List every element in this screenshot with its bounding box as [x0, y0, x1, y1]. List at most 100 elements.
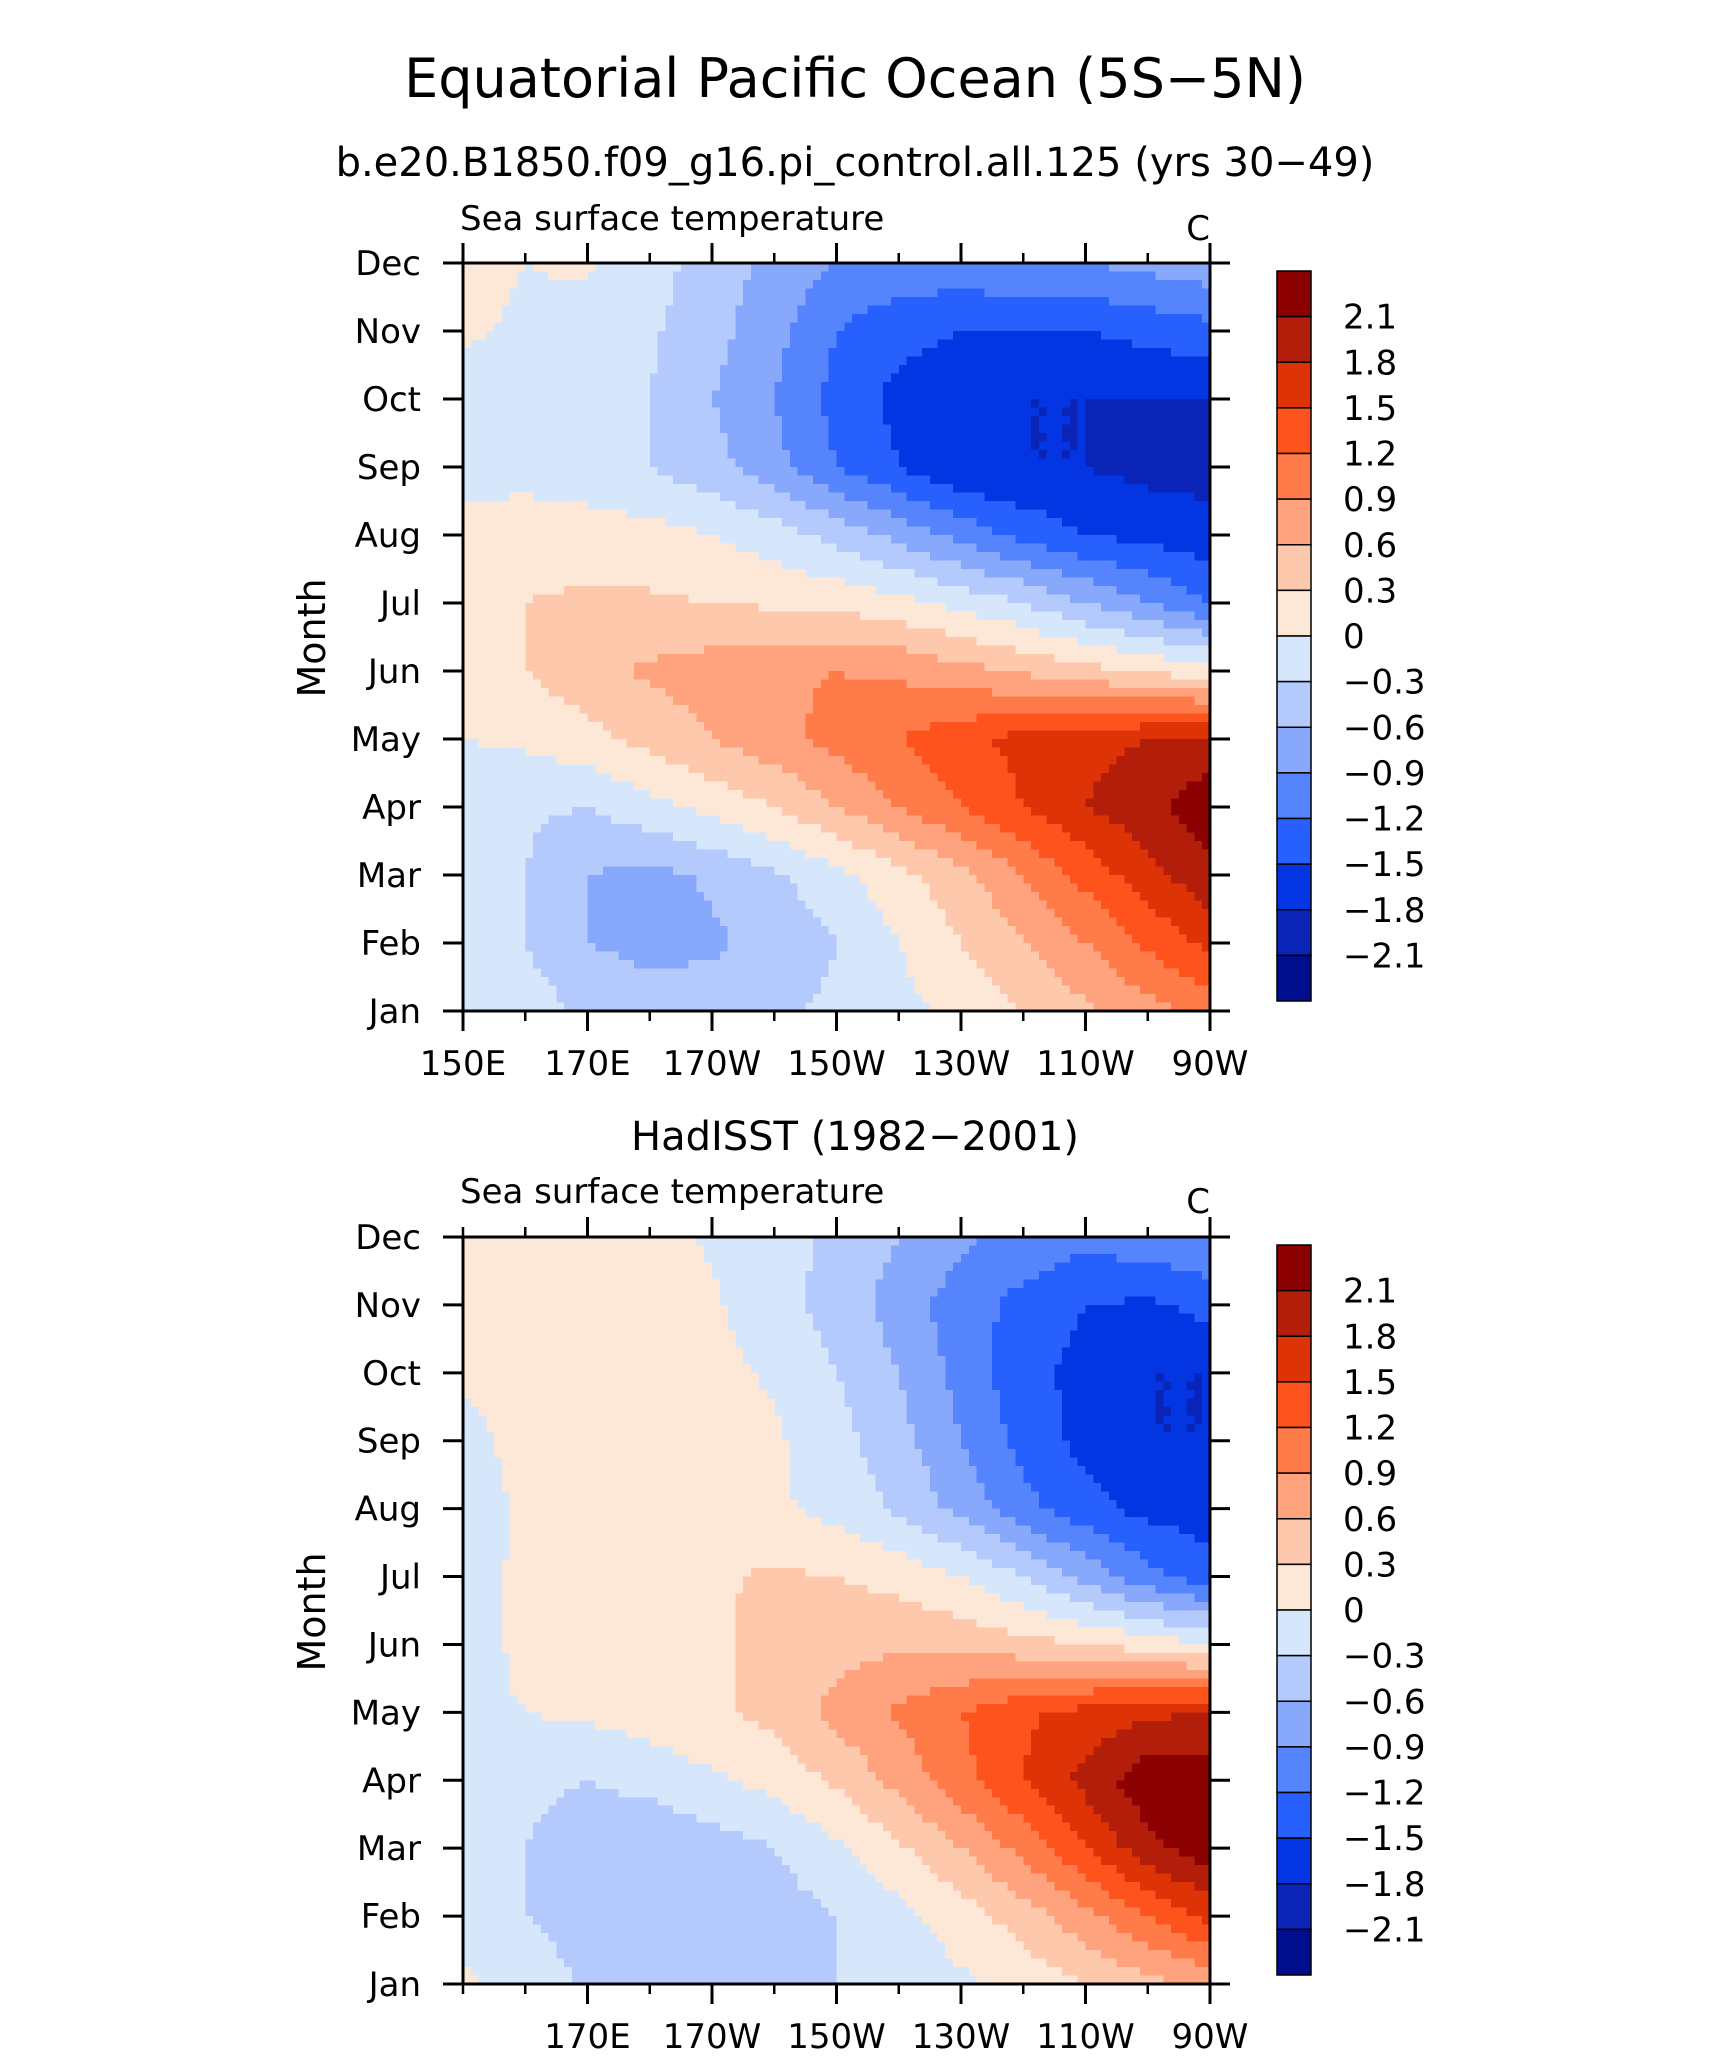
contour-cell [533, 382, 542, 392]
contour-cell [789, 322, 799, 332]
contour-cell [704, 450, 713, 460]
contour-cell [571, 382, 581, 392]
contour-cell [1171, 271, 1180, 281]
contour-cell [478, 552, 487, 562]
contour-cell [1171, 407, 1180, 417]
contour-cell [735, 407, 744, 417]
contour-cell [579, 475, 589, 485]
contour-cell [501, 450, 511, 460]
contour-cell [634, 679, 643, 689]
contour-cell [1046, 560, 1055, 570]
contour-cell [571, 586, 581, 596]
contour-cell [867, 322, 877, 332]
contour-cell [719, 365, 729, 375]
contour-cell [696, 492, 705, 502]
contour-cell [1007, 603, 1017, 613]
contour-cell [922, 569, 931, 579]
contour-cell [929, 509, 939, 519]
contour-cell [1108, 620, 1118, 630]
contour-cell [1202, 552, 1211, 562]
contour-cell [1023, 450, 1032, 460]
contour-cell [1093, 475, 1102, 485]
contour-cell [929, 322, 939, 332]
contour-cell [556, 475, 565, 485]
contour-cell [626, 586, 635, 596]
contour-cell [984, 637, 993, 647]
contour-cell [1007, 433, 1017, 443]
contour-cell [859, 492, 869, 502]
contour-cell [945, 526, 954, 536]
contour-cell [922, 603, 931, 613]
contour-cell [937, 314, 947, 324]
contour-cell [501, 263, 511, 273]
contour-cell [1046, 501, 1055, 511]
contour-cell [805, 263, 814, 273]
contour-cell [634, 586, 643, 596]
contour-cell [618, 501, 628, 511]
contour-cell [540, 628, 550, 638]
contour-cell [1139, 586, 1149, 596]
contour-cell [548, 271, 557, 281]
contour-cell [649, 645, 659, 655]
contour-cell [478, 679, 487, 689]
contour-cell [813, 271, 822, 281]
contour-cell [463, 263, 472, 273]
contour-cell [805, 569, 814, 579]
contour-cell [688, 696, 698, 706]
contour-cell [1132, 543, 1141, 553]
contour-cell [1194, 560, 1203, 570]
contour-cell [1116, 288, 1126, 298]
contour-cell [571, 637, 581, 647]
contour-cell [758, 518, 768, 528]
contour-cell [657, 322, 666, 332]
contour-cell [688, 314, 698, 324]
contour-cell [758, 492, 768, 502]
contour-cell [929, 407, 939, 417]
contour-cell [712, 450, 721, 460]
contour-cell [486, 339, 495, 349]
contour-cell [922, 688, 931, 698]
contour-cell [486, 603, 495, 613]
contour-cell [735, 382, 744, 392]
contour-cell [478, 560, 487, 570]
contour-cell [1085, 458, 1094, 468]
contour-cell [836, 560, 845, 570]
contour-cell [929, 662, 939, 672]
contour-cell [463, 322, 472, 332]
contour-cell [1186, 373, 1196, 383]
contour-cell [867, 305, 877, 315]
contour-cell [657, 628, 666, 638]
contour-cell [898, 535, 908, 545]
contour-cell [540, 484, 550, 494]
contour-cell [727, 526, 736, 536]
contour-cell [1069, 484, 1079, 494]
contour-cell [1202, 586, 1211, 596]
contour-cell [1093, 322, 1102, 332]
contour-cell [665, 467, 674, 477]
contour-cell [618, 518, 628, 528]
contour-cell [712, 594, 721, 604]
contour-cell [999, 603, 1009, 613]
contour-cell [859, 280, 869, 290]
contour-cell [859, 297, 869, 307]
contour-cell [961, 603, 970, 613]
contour-cell [696, 339, 705, 349]
contour-cell [1178, 484, 1188, 494]
contour-cell [945, 603, 954, 613]
contour-cell [1186, 424, 1196, 434]
contour-cell [680, 569, 690, 579]
contour-cell [797, 679, 806, 689]
contour-cell [719, 348, 729, 358]
contour-cell [1155, 484, 1164, 494]
contour-cell [782, 331, 791, 341]
contour-cell [968, 662, 978, 672]
contour-cell [470, 577, 480, 587]
contour-cell [486, 271, 495, 281]
contour-cell [486, 475, 495, 485]
contour-cell [789, 305, 799, 315]
contour-cell [1101, 322, 1110, 332]
contour-cell [641, 263, 651, 273]
contour-cell [813, 577, 822, 587]
contour-cell [540, 373, 550, 383]
contour-cell [494, 688, 503, 698]
